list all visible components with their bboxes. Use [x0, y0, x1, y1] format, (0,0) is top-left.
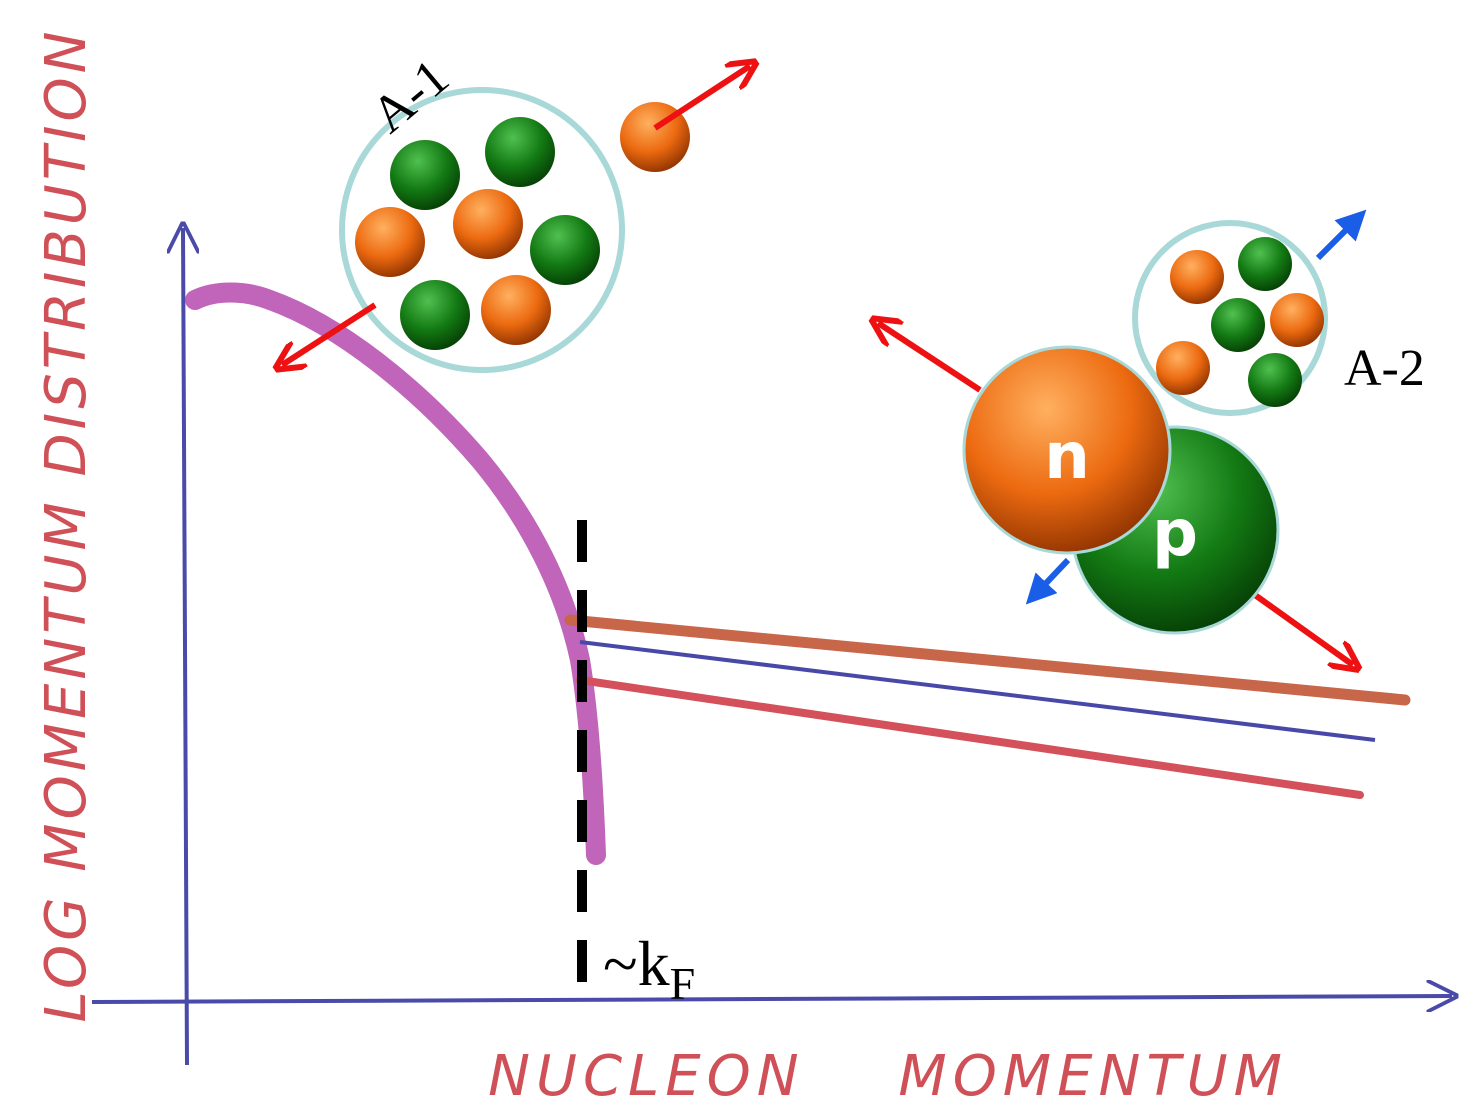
arrow	[1253, 592, 1353, 665]
x-axis-label: NUCLEON MOMENTUM	[488, 1044, 1288, 1109]
arrow	[1025, 557, 1071, 605]
a-minus-2-nucleons	[1156, 237, 1324, 407]
neutron	[962, 345, 1172, 555]
a-minus-2-label: A-2	[1344, 340, 1425, 397]
y-axis	[183, 228, 187, 1066]
a-minus-1-nucleons	[355, 117, 600, 350]
proton-label: p	[1152, 497, 1198, 571]
red-tail	[576, 676, 1364, 799]
neutron-label: n	[1044, 420, 1090, 494]
orange-tail	[564, 614, 1411, 706]
arrow	[1315, 209, 1367, 261]
arrow	[653, 66, 750, 131]
fermi-sub: F	[670, 958, 696, 1009]
fermi-main: ~k	[603, 928, 670, 999]
blue-tail	[579, 640, 1376, 742]
y-axis-label: LOG MOMENTUM DISTRIBUTION	[34, 28, 99, 1023]
arrow	[878, 323, 982, 393]
arrow	[282, 302, 377, 365]
mean-field-curve	[185, 282, 606, 865]
x-axis	[91, 996, 1452, 1002]
fermi-label: ~kF	[603, 928, 695, 1009]
